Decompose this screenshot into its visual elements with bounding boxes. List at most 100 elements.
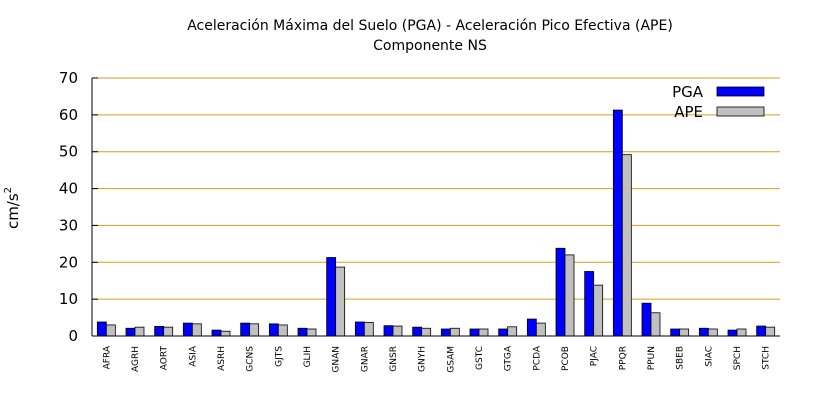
x-tick-label-stch: STCH (762, 346, 772, 370)
bar-ape-ppqr (621, 154, 632, 337)
x-tick-label-pcob: PCOB (561, 346, 571, 371)
x-tick-label-aort: AORT (160, 346, 170, 371)
x-tick-label-pcda: PCDA (532, 345, 542, 370)
bar-ape-sbeb (679, 328, 690, 337)
bar-pga-gnan (326, 257, 337, 337)
x-tick-label-gsam: GSAM (446, 346, 456, 373)
bar-ape-asrh (220, 330, 231, 337)
y-tick-label-20: 20 (59, 253, 78, 271)
bar-pga-gjts (268, 323, 279, 337)
x-tick-label-siac: SIAC (704, 346, 714, 367)
bar-pga-asia (182, 322, 193, 337)
bar-ape-spch (736, 328, 747, 337)
bar-pga-pcob (555, 247, 566, 337)
bars (96, 109, 776, 337)
bar-ape-gnyh (421, 327, 432, 337)
x-tick-label-gnar: GNAR (360, 346, 370, 372)
chart-title-line2: Componente NS (373, 38, 487, 54)
bar-pga-pjac (584, 271, 595, 337)
bar-ape-afra (105, 324, 116, 337)
x-tick-label-group-gstc: GSTC (475, 346, 485, 370)
bar-ape-gnan (335, 266, 346, 337)
bar-pga-gstc (469, 328, 480, 337)
y-axis-label-base: cm/s (4, 193, 22, 229)
y-tick-label-10: 10 (59, 290, 78, 308)
chart-title-line1: Aceleración Máxima del Suelo (PGA) - Ace… (187, 18, 673, 34)
x-tick-label-glih: GLIH (303, 346, 313, 367)
y-axis-label-exponent: 2 (3, 187, 14, 193)
y-tick-label-40: 40 (59, 180, 78, 198)
bar-pga-gcns (240, 322, 251, 337)
bar-ape-gtga (507, 326, 518, 337)
bar-ape-pcda (535, 322, 546, 337)
bar-ape-glih (306, 328, 317, 337)
bar-ape-stch (765, 326, 776, 337)
legend-swatch-pga (716, 86, 765, 97)
bar-ape-siac (707, 328, 718, 337)
legend: PGA APE (672, 83, 765, 121)
bar-pga-sbeb (670, 328, 681, 337)
bar-pga-afra (96, 321, 107, 337)
bar-pga-aort (154, 326, 165, 337)
x-tick-label-group-gnyh: GNYH (418, 346, 428, 372)
x-tick-label-afra: AFRA (102, 345, 112, 369)
x-tick-label-group-afra: AFRA (102, 345, 112, 369)
legend-label-pga: PGA (672, 83, 704, 101)
x-tick-label-group-siac: SIAC (704, 346, 714, 367)
bar-ape-gnar (363, 321, 374, 337)
bar-pga-glih (297, 327, 308, 337)
x-tick-label-group-pcob: PCOB (561, 346, 571, 371)
x-tick-label-group-gsam: GSAM (446, 346, 456, 373)
axes (91, 77, 780, 337)
x-tick-label-group-ppun: PPUN (647, 346, 657, 370)
x-tick-label-ppun: PPUN (647, 346, 657, 370)
y-tick-label-50: 50 (59, 143, 78, 161)
svg-text:cm/s2: cm/s2 (3, 187, 22, 229)
x-tick-label-gnyh: GNYH (418, 346, 428, 372)
x-tick-label-group-gjts: GJTS (274, 346, 284, 367)
x-tick-label-gnan: GNAN (332, 346, 342, 373)
x-tick-label-pjac: PJAC (590, 346, 600, 366)
x-tick-label-group-spch: SPCH (733, 346, 743, 370)
x-tick-label-gjts: GJTS (274, 346, 284, 367)
bar-ape-pjac (593, 284, 604, 337)
x-tick-label-sbeb: SBEB (676, 346, 686, 370)
y-tick-label-30: 30 (59, 216, 78, 234)
x-tick-label-group-gtga: GTGA (504, 345, 514, 371)
x-tick-label-group-gnsr: GNSR (389, 346, 399, 372)
x-tick-label-gtga: GTGA (504, 345, 514, 371)
x-tick-labels: AFRA AGRH AORT ASIA ASRH GCNS GJTS GLIH GNAN GNAR… (102, 345, 771, 373)
bar-pga-gnsr (383, 325, 394, 337)
bar-ape-gjts (277, 324, 288, 337)
bar-ape-aort (163, 326, 174, 337)
bar-pga-gsam (440, 328, 451, 337)
bar-ape-asia (191, 323, 202, 337)
x-tick-label-group-gnar: GNAR (360, 346, 370, 372)
bar-pga-asrh (211, 329, 222, 337)
x-tick-label-group-sbeb: SBEB (676, 346, 686, 370)
bar-pga-gnar (354, 321, 365, 337)
bar-pga-stch (756, 325, 767, 337)
y-tick-label-0: 0 (68, 327, 78, 345)
x-tick-label-group-gcns: GCNS (246, 346, 256, 372)
x-tick-label-group-pjac: PJAC (590, 346, 600, 366)
x-tick-label-group-asia: ASIA (188, 345, 198, 367)
legend-label-ape: APE (674, 103, 703, 121)
bar-pga-ppun (641, 302, 652, 337)
x-tick-label-spch: SPCH (733, 346, 743, 370)
bar-ape-gcns (249, 323, 260, 337)
bar-pga-pcda (526, 318, 537, 337)
x-tick-label-group-agrh: AGRH (131, 346, 141, 372)
x-tick-label-group-gnan: GNAN (332, 346, 342, 373)
bar-pga-ppqr (612, 109, 623, 337)
y-tick-label-60: 60 (59, 106, 78, 124)
bar-ape-ppun (650, 312, 661, 337)
bar-pga-gtga (498, 328, 509, 337)
y-tick-label-70: 70 (59, 69, 78, 87)
x-tick-label-agrh: AGRH (131, 346, 141, 372)
bar-ape-gnsr (392, 325, 403, 337)
bar-pga-agrh (125, 327, 136, 337)
y-tick-labels: 0 10 20 30 40 50 60 70 (59, 69, 78, 345)
y-axis-label: cm/s2 (3, 187, 22, 229)
